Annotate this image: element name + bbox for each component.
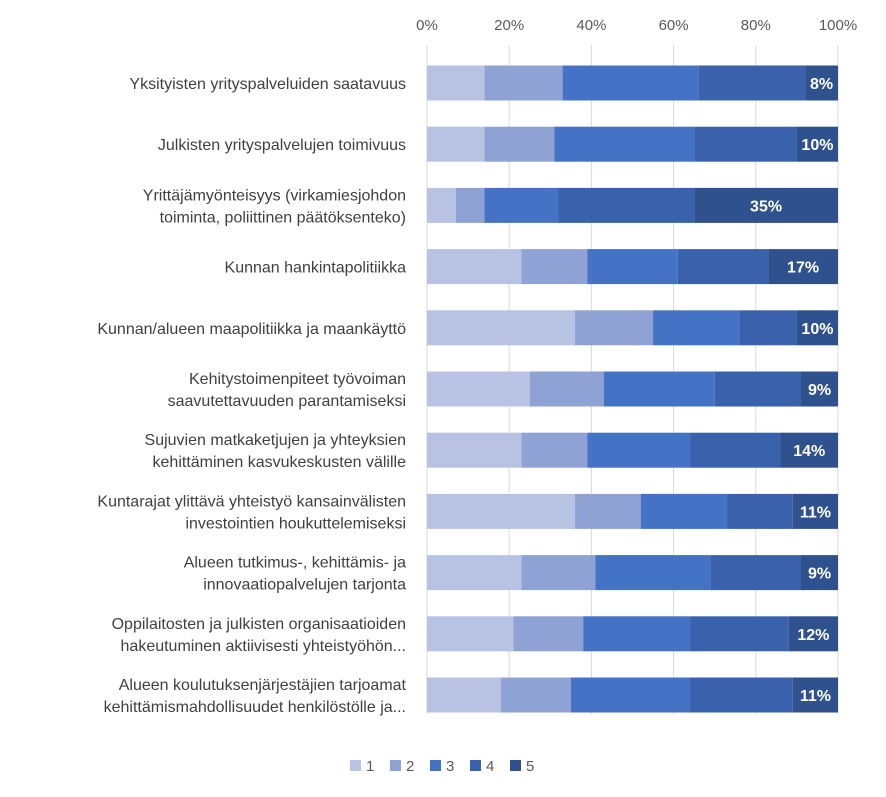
category-label: Yksityisten yrityspalveluiden saatavuus <box>129 76 406 93</box>
bar-segment <box>484 126 555 162</box>
bar-segment <box>690 677 793 713</box>
bar-segment <box>801 371 838 407</box>
bar-segment <box>587 432 691 468</box>
bar-segment <box>727 493 793 529</box>
bar-segment <box>694 126 797 162</box>
bar-segment <box>427 555 522 591</box>
bar-segment <box>427 126 485 162</box>
data-label: 35% <box>750 198 782 215</box>
bar-segment <box>587 249 678 285</box>
x-tick-label: 80% <box>741 17 771 34</box>
bar-segment <box>427 493 575 529</box>
x-tick-label: 0% <box>416 17 438 34</box>
bar-segment <box>427 677 501 713</box>
bar-segment <box>714 371 802 407</box>
bar-segment <box>603 371 715 407</box>
category-label: Kehitystoimenpiteet työvoiman saavutettav… <box>168 371 406 410</box>
bar-segment <box>788 616 838 652</box>
bar-segment <box>455 187 485 223</box>
x-tick-label: 100% <box>819 17 857 34</box>
category-labels: Yksityisten yrityspalveluiden saatavuus J… <box>97 76 406 716</box>
bar-segment <box>780 432 838 468</box>
category-label: Kuntarajat ylittävä yhteistyö kansainväl… <box>97 493 406 532</box>
bar-segment <box>521 249 588 285</box>
bar-segment <box>521 555 596 591</box>
bar-segment <box>690 616 789 652</box>
bar-segment <box>574 493 641 529</box>
bar-segment <box>805 65 838 101</box>
category-label: Oppilaitosten ja julkisten organisaatioi… <box>112 616 406 655</box>
legend-swatch <box>390 760 401 771</box>
data-labels: 8% 10% 35% 17% 10% 9% 14% 11% 9% 12% 11% <box>750 76 833 705</box>
data-label: 10% <box>801 321 833 338</box>
category-label: Kunnan/alueen maapolitiikka ja maankäytt… <box>97 321 406 338</box>
bar-segment <box>427 65 485 101</box>
bar-segment <box>521 432 588 468</box>
data-label: 17% <box>787 260 819 277</box>
category-label: Yrittäjämyönteisyys (virkamiesjohdon toim… <box>143 187 406 226</box>
bar-segment <box>570 677 691 713</box>
data-label: 12% <box>797 627 829 644</box>
bar-segment <box>583 616 691 652</box>
bar-segment <box>739 310 797 346</box>
data-label: 8% <box>810 76 833 93</box>
legend-swatch <box>430 760 441 771</box>
data-label: 11% <box>800 504 831 521</box>
bar-segment <box>640 493 728 529</box>
data-label: 11% <box>800 688 831 705</box>
legend-swatch <box>510 760 521 771</box>
bar-segment <box>427 616 514 652</box>
bar-segment <box>484 65 563 101</box>
bar-segment <box>677 249 769 285</box>
bar-segment <box>554 126 695 162</box>
bar-segment <box>690 432 781 468</box>
data-label: 9% <box>808 566 831 583</box>
legend-swatch <box>350 760 361 771</box>
data-label: 10% <box>801 137 833 154</box>
legend: 1 2 3 4 5 <box>350 758 534 775</box>
bar-segment <box>427 371 530 407</box>
category-label: Alueen koulutuksenjärjestäjien tarjoamat… <box>104 677 407 716</box>
bar-segment <box>558 187 695 223</box>
bar-segment <box>801 555 838 591</box>
bar-segment <box>796 310 838 346</box>
x-tick-label: 40% <box>576 17 606 34</box>
x-axis-ticks: 0% 20% 40% 60% 80% 100% <box>416 17 857 34</box>
bar-segment <box>529 371 604 407</box>
bar-segment <box>653 310 740 346</box>
bar-segment <box>796 126 838 162</box>
legend-label: 3 <box>446 758 454 775</box>
legend-label: 1 <box>366 758 374 775</box>
category-label: Kunnan hankintapolitiikka <box>225 260 407 277</box>
legend-swatch <box>470 760 481 771</box>
bar-segment <box>694 187 838 223</box>
bar-segment <box>698 65 806 101</box>
x-tick-label: 60% <box>659 17 689 34</box>
bar-segment <box>792 493 838 529</box>
bar-segment <box>500 677 571 713</box>
legend-label: 2 <box>406 758 414 775</box>
legend-label: 4 <box>486 758 494 775</box>
data-label: 9% <box>808 382 831 399</box>
bar-segment <box>427 187 456 223</box>
x-tick-label: 20% <box>494 17 524 34</box>
bar-segment <box>427 310 575 346</box>
bar-segment <box>710 555 802 591</box>
bar-segment <box>792 677 838 713</box>
bar-segment <box>484 187 559 223</box>
bar-segment <box>574 310 654 346</box>
category-label: Sujuvien matkaketjujen ja yhteyksien kehi… <box>145 432 407 471</box>
bar-segment <box>562 65 699 101</box>
category-label: Alueen tutkimus-, kehittämis- ja innovaat… <box>184 555 406 594</box>
bar-segment <box>595 555 711 591</box>
bars <box>427 65 838 713</box>
bar-segment <box>513 616 584 652</box>
bar-segment <box>427 432 522 468</box>
bar-segment <box>768 249 838 285</box>
data-label: 14% <box>793 443 825 460</box>
bar-segment <box>427 249 522 285</box>
legend-label: 5 <box>526 758 534 775</box>
category-label: Julkisten yrityspalvelujen toimivuus <box>158 137 406 154</box>
